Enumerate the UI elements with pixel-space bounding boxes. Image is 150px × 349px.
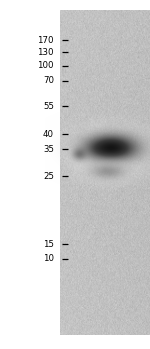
Text: 100: 100 bbox=[38, 61, 54, 70]
Text: 170: 170 bbox=[38, 36, 54, 45]
Text: 130: 130 bbox=[38, 48, 54, 57]
Text: 35: 35 bbox=[43, 145, 54, 154]
Text: 55: 55 bbox=[43, 102, 54, 111]
Text: 40: 40 bbox=[43, 130, 54, 139]
Text: 70: 70 bbox=[43, 76, 54, 86]
Text: 15: 15 bbox=[43, 240, 54, 249]
Text: 10: 10 bbox=[43, 254, 54, 263]
Text: 25: 25 bbox=[43, 172, 54, 181]
